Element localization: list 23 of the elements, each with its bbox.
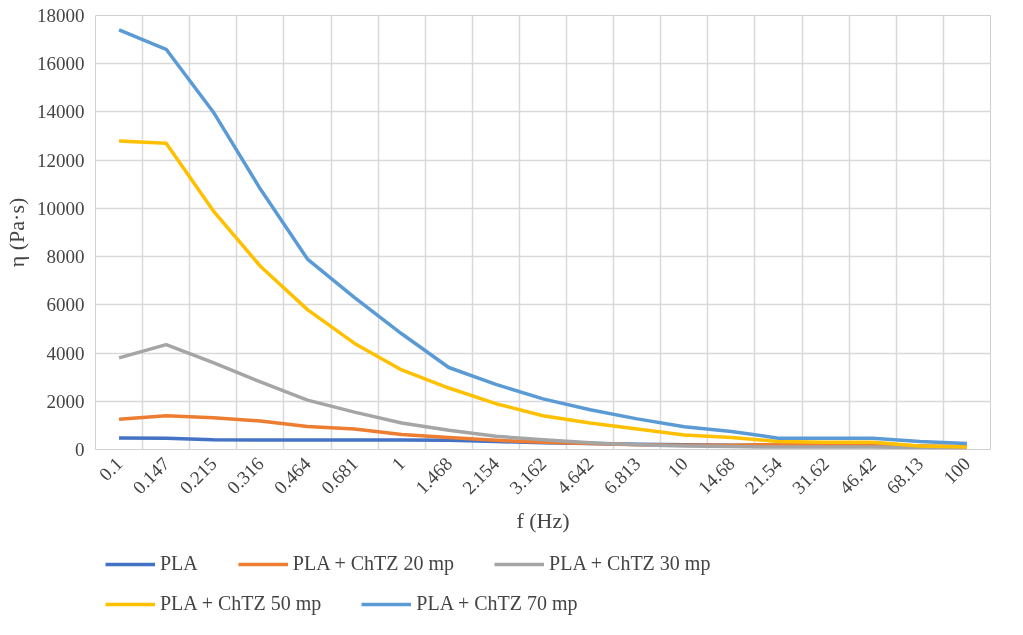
line-series [117, 28, 969, 446]
x-axis-title: f (Hz) [516, 507, 570, 533]
y-tick-label: 12000 [37, 149, 85, 171]
line-series [117, 139, 969, 449]
legend-label: PLA [160, 552, 198, 575]
legend-label: PLA + ChTZ 30 mp [549, 552, 711, 575]
y-tick-label: 2000 [46, 390, 85, 412]
y-axis-title: η (Pa·s) [4, 197, 29, 268]
x-tick-label: 1 [387, 453, 410, 475]
legend-label: PLA + ChTZ 20 mp [292, 552, 455, 575]
y-tick-label: 8000 [46, 246, 85, 268]
legend-label: PLA + ChTZ 70 mp [416, 592, 578, 615]
x-tick-label: 10 [663, 453, 692, 482]
y-tick-label: 4000 [46, 342, 85, 364]
x-tick-label: 100 [939, 453, 975, 489]
legend-label: PLA + ChTZ 50 mp [160, 592, 322, 615]
y-tick-label: 6000 [46, 294, 85, 316]
x-tick-label: 0.1 [94, 453, 127, 485]
y-tick-label: 16000 [37, 53, 85, 75]
y-tick-label: 14000 [37, 101, 85, 123]
y-tick-label: 18000 [37, 5, 85, 26]
y-tick-label: 0 [75, 439, 85, 460]
y-tick-label: 10000 [37, 197, 85, 219]
